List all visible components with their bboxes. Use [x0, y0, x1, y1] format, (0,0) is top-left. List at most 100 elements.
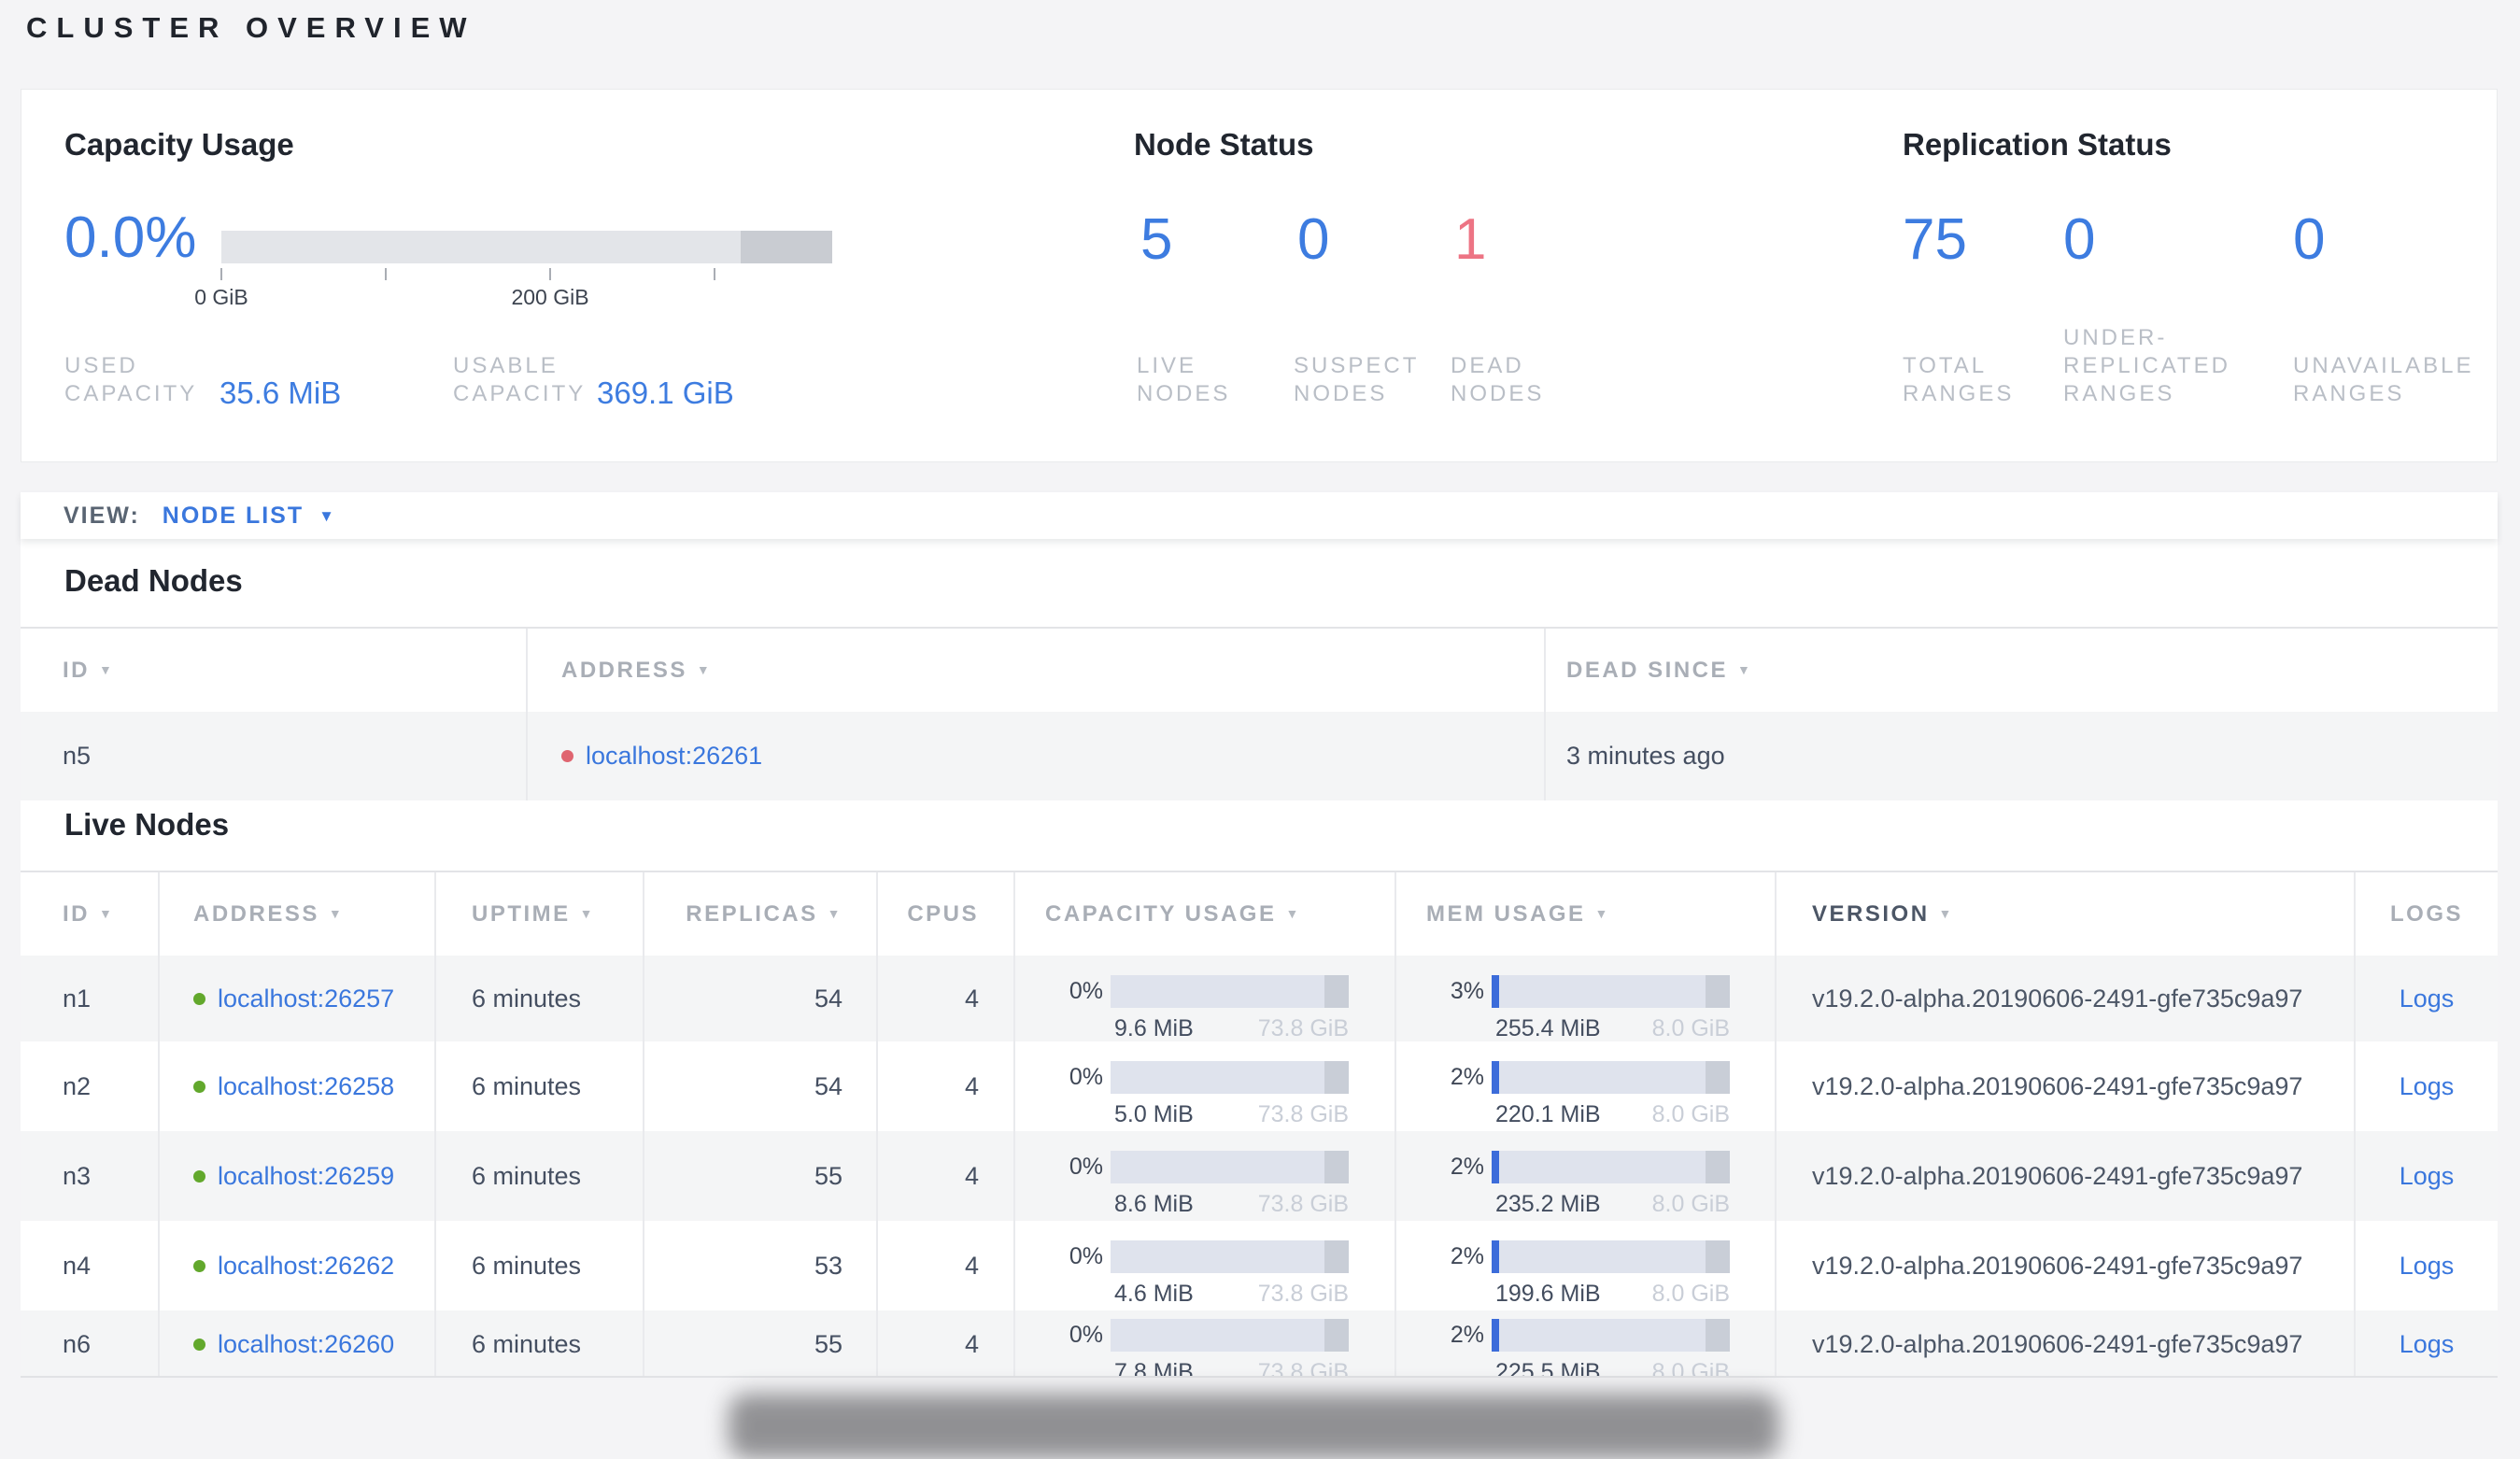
capacity-mini-bar	[1111, 1240, 1349, 1273]
cpus-cell: 4	[876, 1310, 1013, 1376]
live-node-row: n2 localhost:26258 6 minutes 54 4 0% 5.0…	[21, 1041, 2498, 1131]
mem-usage-cell: 2% 225.5 MiB 8.0 GiB	[1394, 1310, 1775, 1378]
live-col-capacity[interactable]: CAPACITY USAGE ▼	[1013, 872, 1394, 956]
sort-desc-icon: ▼	[827, 905, 842, 921]
node-id-cell: n5	[63, 742, 92, 770]
live-col-cpus[interactable]: CPUS	[876, 872, 1013, 956]
version-cell: v19.2.0-alpha.20190606-2491-gfe735c9a97	[1775, 1131, 2354, 1221]
replicas-cell: 55	[643, 1310, 876, 1376]
logs-link[interactable]: Logs	[2399, 1329, 2455, 1358]
node-address-link[interactable]: localhost:26257	[218, 984, 395, 1013]
gauge-tick	[714, 268, 715, 280]
node-id-cell: n2	[63, 1071, 92, 1100]
mem-total: 8.0 GiB	[1651, 1281, 1730, 1307]
total-ranges-label: TOTAL RANGES	[1903, 353, 2015, 406]
mem-used: 225.5 MiB	[1495, 1359, 1601, 1378]
gauge-tick-label-0: 0 GiB	[194, 285, 248, 309]
mem-percent: 3%	[1450, 978, 1484, 1004]
gauge-tick	[549, 268, 551, 280]
live-col-uptime[interactable]: UPTIME ▼	[434, 872, 643, 956]
sort-desc-icon: ▼	[696, 661, 713, 677]
version-cell: v19.2.0-alpha.20190606-2491-gfe735c9a97	[1775, 1310, 2354, 1376]
live-col-id[interactable]: ID ▼	[63, 900, 115, 927]
capacity-mini-bar	[1111, 1061, 1349, 1094]
capacity-used: 8.6 MiB	[1114, 1191, 1194, 1217]
logs-cell: Logs	[2354, 1221, 2498, 1310]
node-address-link[interactable]: localhost:26259	[218, 1161, 395, 1190]
bottom-overlay-shadow	[729, 1394, 1779, 1459]
suspect-nodes-label: SUSPECT NODES	[1294, 353, 1419, 406]
capacity-used-percent: 0.0%	[64, 205, 197, 270]
capacity-percent: 0%	[1069, 978, 1103, 1004]
node-address-link[interactable]: localhost:26258	[218, 1071, 395, 1100]
node-address-link[interactable]: localhost:26260	[218, 1329, 395, 1358]
capacity-total: 73.8 GiB	[1257, 1281, 1349, 1307]
live-col-replicas[interactable]: REPLICAS ▼	[643, 872, 876, 956]
usable-capacity-value: 369.1 GiB	[597, 375, 734, 410]
live-col-version[interactable]: VERSION ▼	[1775, 872, 2354, 956]
mem-used: 220.1 MiB	[1495, 1101, 1601, 1127]
node-id-cell: n6	[63, 1329, 92, 1358]
logs-cell: Logs	[2354, 1310, 2498, 1376]
node-address-link[interactable]: localhost:26262	[218, 1251, 395, 1280]
cpus-cell: 4	[876, 1041, 1013, 1131]
cpus-cell: 4	[876, 1221, 1013, 1310]
live-nodes-table: ID ▼ ADDRESS ▼ UPTIME ▼ REPLICAS ▼ CPUS CAPA…	[21, 871, 2498, 1378]
live-status-dot-icon	[193, 1080, 205, 1093]
logs-link[interactable]: Logs	[2399, 1071, 2455, 1100]
capacity-total: 73.8 GiB	[1257, 1101, 1349, 1127]
sort-desc-icon: ▼	[579, 905, 596, 921]
capacity-usage-cell: 0% 4.6 MiB 73.8 GiB	[1013, 1221, 1394, 1310]
page-title: CLUSTER OVERVIEW	[26, 11, 476, 44]
capacity-used: 9.6 MiB	[1114, 1015, 1194, 1041]
live-node-row: n1 localhost:26257 6 minutes 54 4 0% 9.6…	[21, 956, 2498, 1041]
dead-col-dead-since[interactable]: DEAD SINCE ▼	[1544, 629, 2498, 712]
used-capacity-value: 35.6 MiB	[219, 375, 342, 410]
version-cell: v19.2.0-alpha.20190606-2491-gfe735c9a97	[1775, 1041, 2354, 1131]
dead-col-address[interactable]: ADDRESS ▼	[526, 629, 1544, 712]
unavailable-ranges-label: UNAVAILABLE RANGES	[2293, 353, 2474, 406]
logs-link[interactable]: Logs	[2399, 1251, 2455, 1280]
view-dropdown[interactable]: NODE LIST	[162, 502, 304, 529]
uptime-cell: 6 minutes	[434, 1041, 643, 1131]
sort-desc-icon: ▼	[99, 905, 115, 921]
mem-used: 235.2 MiB	[1495, 1191, 1601, 1217]
view-label: VIEW:	[64, 502, 140, 529]
logs-cell: Logs	[2354, 956, 2498, 1041]
dead-nodes-label: DEAD NODES	[1451, 353, 1545, 406]
node-address-link[interactable]: localhost:26261	[586, 742, 763, 770]
dead-nodes-table: ID ▼ ADDRESS ▼ DEAD SINCE ▼ n5 localhost:26…	[21, 627, 2498, 800]
mem-mini-bar	[1492, 1240, 1730, 1273]
live-status-dot-icon	[193, 992, 205, 1005]
live-status-dot-icon	[193, 1169, 205, 1183]
capacity-used: 4.6 MiB	[1114, 1281, 1194, 1307]
dead-col-id[interactable]: ID ▼	[63, 657, 115, 683]
sort-desc-icon: ▼	[99, 661, 115, 677]
live-col-memory[interactable]: MEM USAGE ▼	[1394, 872, 1775, 956]
logs-link[interactable]: Logs	[2399, 1161, 2455, 1190]
sort-desc-icon: ▼	[1594, 905, 1610, 921]
dead-nodes-header-row: ID ▼ ADDRESS ▼ DEAD SINCE ▼	[21, 627, 2498, 712]
gauge-tick	[385, 268, 387, 280]
version-cell: v19.2.0-alpha.20190606-2491-gfe735c9a97	[1775, 956, 2354, 1041]
capacity-percent: 0%	[1069, 1243, 1103, 1269]
replicas-cell: 54	[643, 956, 876, 1041]
sort-desc-icon: ▼	[1938, 905, 1954, 921]
mem-mini-bar	[1492, 1061, 1730, 1094]
replicas-cell: 54	[643, 1041, 876, 1131]
cluster-summary-panel: Capacity Usage 0.0% 0 GiB 200 GiB USED C…	[21, 89, 2498, 462]
capacity-usage-cell: 0% 8.6 MiB 73.8 GiB	[1013, 1131, 1394, 1221]
live-status-dot-icon	[193, 1259, 205, 1272]
capacity-percent: 0%	[1069, 1064, 1103, 1090]
usable-capacity-label: USABLE CAPACITY	[453, 353, 587, 406]
capacity-mini-bar	[1111, 1151, 1349, 1183]
capacity-usage-cell: 0% 9.6 MiB 73.8 GiB	[1013, 956, 1394, 1041]
live-nodes-label: LIVE NODES	[1137, 353, 1231, 406]
chevron-down-icon[interactable]: ▼	[319, 507, 334, 525]
sort-desc-icon: ▼	[1285, 905, 1301, 921]
live-nodes-header-row: ID ▼ ADDRESS ▼ UPTIME ▼ REPLICAS ▼ CPUS CAPA…	[21, 871, 2498, 956]
version-cell: v19.2.0-alpha.20190606-2491-gfe735c9a97	[1775, 1221, 2354, 1310]
logs-link[interactable]: Logs	[2399, 984, 2455, 1013]
capacity-gauge-bar	[221, 231, 832, 263]
live-col-address[interactable]: ADDRESS ▼	[158, 872, 434, 956]
